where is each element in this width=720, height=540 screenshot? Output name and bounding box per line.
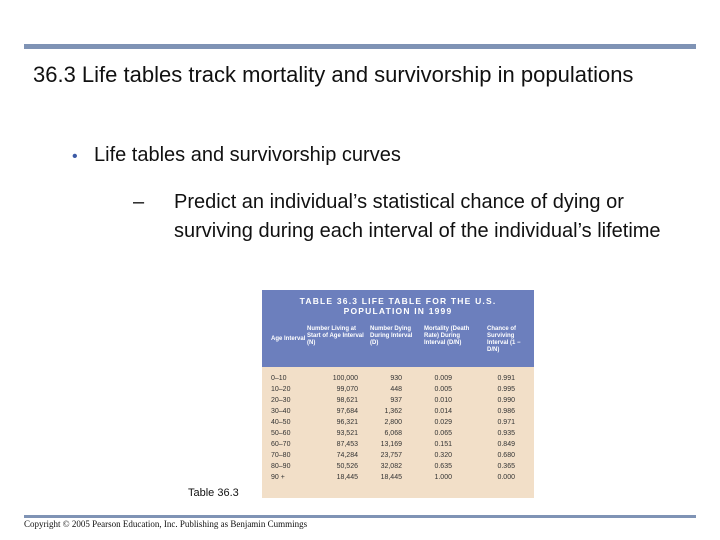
table-row: 40–50 96,321 2,800 0.029 0.971 [262, 419, 534, 429]
column-header-chance-surviving: Chance of Surviving Interval (1 − D/N) [487, 326, 521, 353]
copyright-footer: Copyright © 2005 Pearson Education, Inc.… [24, 519, 308, 529]
cell-dying: 6,068 [384, 430, 402, 437]
cell-survival: 0.680 [497, 452, 515, 459]
table-row: 90 + 18,445 18,445 1.000 0.000 [262, 474, 534, 484]
cell-living: 50,526 [336, 463, 358, 470]
bullet-item: • Life tables and survivorship curves [72, 142, 401, 170]
bottom-divider [24, 515, 696, 518]
table-caption: Table 36.3 [188, 487, 239, 499]
cell-survival: 0.971 [497, 419, 515, 426]
cell-survival: 0.849 [497, 441, 515, 448]
sub-bullet-marker: – [133, 191, 145, 213]
cell-dying: 448 [390, 386, 402, 393]
cell-living: 99,070 [336, 386, 358, 393]
cell-dying: 2,800 [384, 419, 402, 426]
cell-age: 30–40 [271, 408, 291, 415]
cell-mortality: 0.010 [434, 397, 452, 404]
cell-age: 40–50 [271, 419, 291, 426]
cell-age: 0–10 [271, 375, 287, 382]
table-title-line-1: TABLE 36.3 LIFE TABLE FOR THE U.S. [299, 296, 497, 306]
cell-survival: 0.986 [497, 408, 515, 415]
table-header: TABLE 36.3 LIFE TABLE FOR THE U.S. POPUL… [262, 290, 534, 367]
table-title-line-2: POPULATION IN 1999 [343, 306, 453, 316]
cell-mortality: 0.009 [434, 375, 452, 382]
column-header-number-dying: Number Dying During Interval (D) [370, 326, 413, 346]
cell-mortality: 0.014 [434, 408, 452, 415]
cell-dying: 937 [390, 397, 402, 404]
table-row: 60–70 87,453 13,169 0.151 0.849 [262, 441, 534, 451]
cell-living: 18,445 [336, 474, 358, 481]
table-row: 30–40 97,684 1,362 0.014 0.986 [262, 408, 534, 418]
cell-age: 10–20 [271, 386, 291, 393]
column-header-age: Age Interval [271, 336, 306, 342]
cell-dying: 1,362 [384, 408, 402, 415]
table-title: TABLE 36.3 LIFE TABLE FOR THE U.S. POPUL… [262, 296, 534, 316]
cell-dying: 32,082 [380, 463, 402, 470]
cell-mortality: 1.000 [434, 474, 452, 481]
cell-living: 93,521 [336, 430, 358, 437]
column-header-mortality: Mortality (Death Rate) During Interval (… [424, 326, 470, 346]
bullet-marker: • [72, 148, 78, 165]
life-table-image: TABLE 36.3 LIFE TABLE FOR THE U.S. POPUL… [262, 290, 534, 498]
cell-mortality: 0.005 [434, 386, 452, 393]
table-row: 80–90 50,526 32,082 0.635 0.365 [262, 463, 534, 473]
table-row: 70–80 74,284 23,757 0.320 0.680 [262, 452, 534, 462]
table-row: 10–20 99,070 448 0.005 0.995 [262, 386, 534, 396]
cell-survival: 0.935 [497, 430, 515, 437]
cell-living: 87,453 [336, 441, 358, 448]
cell-age: 60–70 [271, 441, 291, 448]
cell-survival: 0.991 [497, 375, 515, 382]
cell-dying: 13,169 [380, 441, 402, 448]
cell-mortality: 0.151 [434, 441, 452, 448]
top-divider [24, 44, 696, 49]
cell-dying: 18,445 [380, 474, 402, 481]
cell-living: 98,621 [336, 397, 358, 404]
slide-title: 36.3 Life tables track mortality and sur… [33, 62, 634, 87]
table-row: 20–30 98,621 937 0.010 0.990 [262, 397, 534, 407]
table-row: 0–10 100,000 930 0.009 0.991 [262, 375, 534, 385]
cell-dying: 23,757 [380, 452, 402, 459]
cell-mortality: 0.635 [434, 463, 452, 470]
cell-age: 70–80 [271, 452, 291, 459]
table-row: 50–60 93,521 6,068 0.065 0.935 [262, 430, 534, 440]
cell-survival: 0.990 [497, 397, 515, 404]
cell-living: 97,684 [336, 408, 358, 415]
cell-mortality: 0.320 [434, 452, 452, 459]
sub-bullet-text: Predict an individual’s statistical chan… [174, 191, 661, 242]
cell-living: 100,000 [332, 375, 358, 382]
cell-age: 90 + [271, 474, 285, 481]
cell-age: 50–60 [271, 430, 291, 437]
cell-survival: 0.000 [497, 474, 515, 481]
cell-mortality: 0.065 [434, 430, 452, 437]
column-header-number-living: Number Living at Start of Age Interval (… [307, 326, 364, 346]
cell-living: 96,321 [336, 419, 358, 426]
cell-age: 20–30 [271, 397, 291, 404]
cell-survival: 0.365 [497, 463, 515, 470]
cell-survival: 0.995 [497, 386, 515, 393]
bullet-text: Life tables and survivorship curves [94, 144, 401, 166]
cell-mortality: 0.029 [434, 419, 452, 426]
cell-age: 80–90 [271, 463, 291, 470]
cell-living: 74,284 [336, 452, 358, 459]
cell-dying: 930 [390, 375, 402, 382]
